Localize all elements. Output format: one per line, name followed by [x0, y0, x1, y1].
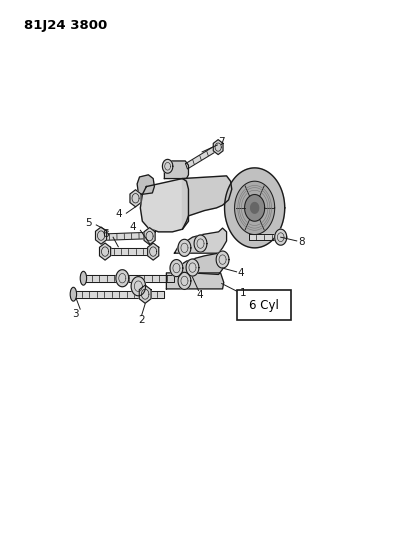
Polygon shape: [74, 291, 164, 297]
Bar: [237, 290, 291, 320]
Polygon shape: [249, 235, 280, 240]
Polygon shape: [162, 159, 173, 173]
Polygon shape: [106, 248, 150, 255]
Text: 6: 6: [102, 229, 109, 239]
Polygon shape: [102, 232, 146, 240]
Text: 7: 7: [218, 138, 225, 147]
Text: 5: 5: [85, 218, 91, 228]
Polygon shape: [186, 147, 215, 169]
Polygon shape: [131, 277, 146, 296]
Polygon shape: [116, 270, 129, 287]
Text: 4: 4: [130, 222, 136, 231]
Text: 8: 8: [298, 237, 305, 247]
Polygon shape: [194, 235, 207, 252]
Text: 3: 3: [72, 310, 79, 319]
Polygon shape: [139, 285, 151, 303]
Polygon shape: [225, 168, 285, 248]
Polygon shape: [213, 140, 223, 155]
Text: 6 Cyl: 6 Cyl: [249, 298, 279, 312]
Text: 4: 4: [115, 209, 122, 219]
Polygon shape: [166, 273, 224, 289]
Ellipse shape: [70, 287, 77, 301]
Polygon shape: [84, 275, 174, 281]
Polygon shape: [95, 227, 107, 244]
Text: 4: 4: [237, 268, 244, 278]
Text: 1: 1: [240, 288, 247, 298]
Polygon shape: [140, 179, 188, 232]
Polygon shape: [186, 259, 199, 276]
Text: 81J24 3800: 81J24 3800: [24, 19, 107, 31]
Polygon shape: [99, 243, 111, 260]
Polygon shape: [245, 195, 265, 221]
Polygon shape: [174, 253, 223, 274]
Polygon shape: [144, 228, 155, 245]
Polygon shape: [178, 272, 191, 289]
Polygon shape: [174, 228, 227, 253]
Polygon shape: [178, 239, 191, 256]
Polygon shape: [130, 190, 141, 207]
Polygon shape: [170, 260, 183, 277]
Ellipse shape: [80, 271, 87, 285]
Text: 4: 4: [196, 290, 203, 300]
Polygon shape: [148, 243, 159, 260]
Polygon shape: [235, 181, 275, 235]
Polygon shape: [216, 251, 229, 268]
Polygon shape: [251, 203, 259, 213]
Polygon shape: [164, 161, 188, 179]
Text: 2: 2: [138, 315, 145, 325]
Polygon shape: [182, 176, 232, 229]
Polygon shape: [137, 175, 154, 195]
Polygon shape: [275, 229, 287, 245]
